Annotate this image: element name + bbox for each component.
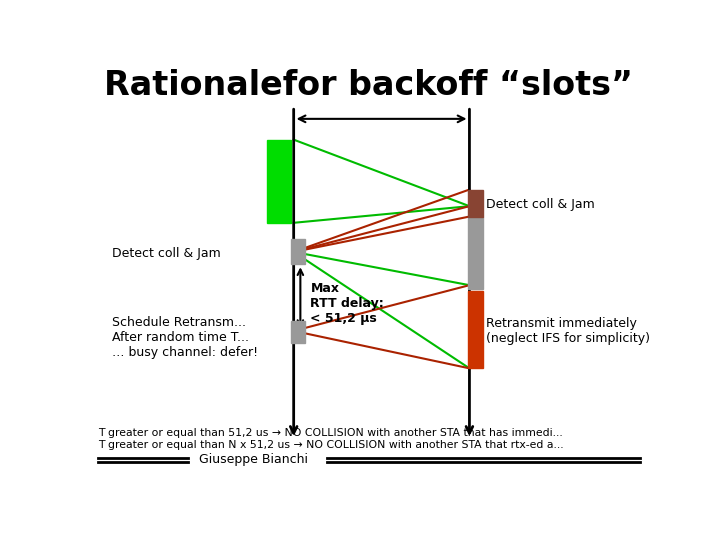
- Text: Schedule Retransm...
After random time T...
… busy channel: defer!: Schedule Retransm... After random time T…: [112, 316, 258, 359]
- Text: T greater or equal than 51,2 us → NO COLLISION with another STA that has immedi.: T greater or equal than 51,2 us → NO COL…: [99, 428, 563, 438]
- Bar: [468, 190, 483, 217]
- Text: Max
RTT delay:
< 51,2 μs: Max RTT delay: < 51,2 μs: [310, 282, 384, 326]
- Text: Rationalefor backoff “slots”: Rationalefor backoff “slots”: [104, 69, 634, 102]
- Text: Detect coll & Jam: Detect coll & Jam: [112, 247, 221, 260]
- Bar: [291, 239, 305, 265]
- Bar: [468, 292, 483, 368]
- Bar: [291, 321, 305, 343]
- Text: T greater or equal than N x 51,2 us → NO COLLISION with another STA that rtx-ed : T greater or equal than N x 51,2 us → NO…: [99, 440, 564, 450]
- Bar: [267, 140, 291, 223]
- Text: Detect coll & Jam: Detect coll & Jam: [486, 198, 595, 211]
- Text: Retransmit immediately
(neglect IFS for simplicity): Retransmit immediately (neglect IFS for …: [486, 317, 650, 345]
- Text: Giuseppe Bianchi: Giuseppe Bianchi: [199, 453, 308, 467]
- Bar: [468, 217, 483, 289]
